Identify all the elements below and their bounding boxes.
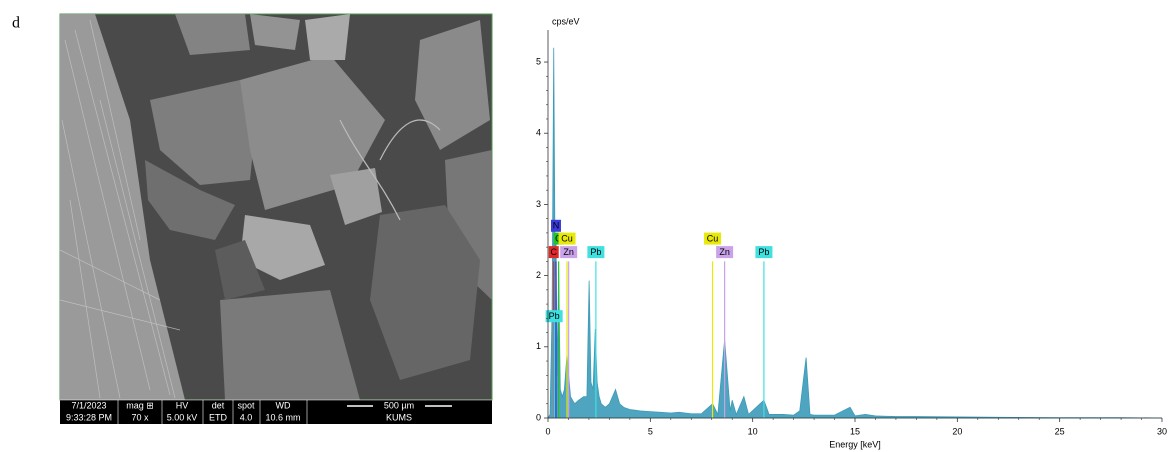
x-tick-label: 25 bbox=[1055, 426, 1065, 436]
institution: KUMS bbox=[386, 412, 412, 422]
x-tick-label: 20 bbox=[952, 426, 962, 436]
y-tick-label: 0 bbox=[536, 412, 541, 422]
x-tick-label: 5 bbox=[648, 426, 653, 436]
element-label: Pb bbox=[590, 247, 601, 257]
element-label: Pb bbox=[758, 247, 769, 257]
y-axis-label: cps/eV bbox=[552, 16, 580, 26]
hv-label: HV bbox=[176, 400, 189, 410]
det: ETD bbox=[209, 412, 228, 422]
x-tick-label: 30 bbox=[1157, 426, 1167, 436]
sem-databar: 7/1/2023 9:33:28 PM mag ⊞ 70 x HV 5.00 k… bbox=[60, 400, 492, 424]
spectrum-chart: cps/eV Energy [keV] NOCuCZnPbPbCuZnPb012… bbox=[536, 16, 1167, 449]
element-label: Cu bbox=[561, 233, 573, 243]
y-tick-label: 2 bbox=[536, 270, 541, 280]
sem-image bbox=[60, 14, 492, 400]
y-tick-label: 3 bbox=[536, 199, 541, 209]
x-tick-label: 10 bbox=[748, 426, 758, 436]
panel-label: d bbox=[12, 15, 20, 32]
wd-label: WD bbox=[276, 400, 291, 410]
hv: 5.00 kV bbox=[167, 412, 198, 422]
x-axis-label: Energy [keV] bbox=[829, 439, 881, 449]
y-tick-label: 5 bbox=[536, 56, 541, 66]
det-label: det bbox=[212, 400, 225, 410]
y-tick-label: 1 bbox=[536, 341, 541, 351]
x-tick-label: 15 bbox=[850, 426, 860, 436]
figure: d 7/1/2023 bbox=[0, 0, 1170, 452]
element-label: Pb bbox=[549, 311, 560, 321]
element-label: Zn bbox=[719, 247, 730, 257]
x-tick-label: 0 bbox=[545, 426, 550, 436]
spot-label: spot bbox=[237, 400, 255, 410]
element-label: Zn bbox=[563, 247, 574, 257]
spot: 4.0 bbox=[240, 412, 253, 422]
y-tick-label: 4 bbox=[536, 128, 541, 138]
element-label: C bbox=[550, 247, 557, 257]
spectrum bbox=[548, 48, 1162, 418]
wd: 10.6 mm bbox=[265, 412, 300, 422]
mag-label: mag ⊞ bbox=[126, 400, 154, 410]
element-label: N bbox=[553, 221, 560, 231]
time: 9:33:28 PM bbox=[66, 412, 112, 422]
scale-bar: 500 µm bbox=[384, 400, 414, 410]
date: 7/1/2023 bbox=[71, 400, 106, 410]
element-label: Cu bbox=[707, 233, 719, 243]
mag: 70 x bbox=[131, 412, 149, 422]
